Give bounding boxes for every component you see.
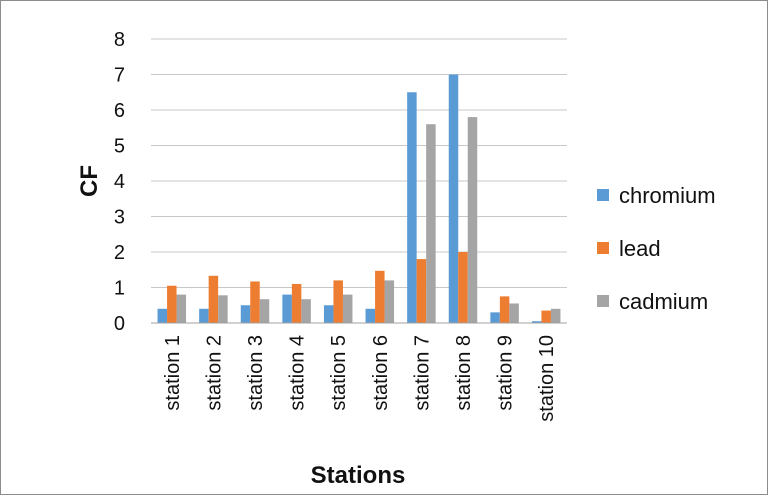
y-axis-title: CF [76,165,103,197]
bar-lead-9 [499,296,510,323]
bar-lead-3 [250,281,260,323]
legend-label-chromium: chromium [619,183,716,208]
y-tick-label: 0 [114,313,125,335]
x-tick-label: station 2 [203,335,225,411]
bar-chromium-1 [157,308,168,323]
bar-chromium-2 [199,308,209,323]
gridlines [151,38,567,288]
bar-lead-7 [416,259,427,323]
bar-cadmium-10 [550,308,561,323]
bar-cadmium-2 [218,295,228,323]
bar-chromium-5 [323,305,334,323]
bar-chromium-6 [365,308,376,323]
x-tick-label: station 3 [245,335,267,411]
legend-swatch-lead [597,242,609,254]
x-tick-label: station 8 [453,335,475,411]
legend-label-cadmium: cadmium [619,289,708,314]
x-tick-label: station 10 [536,335,558,422]
bar-chromium-9 [490,312,500,323]
legend-label-lead: lead [619,236,661,261]
bar-cadmium-9 [509,303,519,323]
bar-cadmium-4 [301,299,311,323]
y-tick-label: 6 [114,100,125,122]
y-tick-label: 8 [114,29,125,51]
x-tick-label: station 4 [287,335,309,411]
bar-chromium-3 [240,305,251,323]
bar-lead-8 [458,252,468,323]
legend-swatch-cadmium [597,295,609,307]
y-tick-label: 3 [114,207,125,229]
x-tick-label: station 6 [370,335,392,411]
bar-lead-4 [291,283,302,323]
y-tick-label: 4 [114,171,125,193]
y-tick-label: 7 [114,65,125,87]
bar-cadmium-8 [467,117,478,323]
y-axis-ticks: 0 1 2 3 4 5 6 7 8 [114,29,125,335]
bar-lead-2 [208,275,219,323]
x-tick-label: station 1 [162,335,184,411]
bar-lead-10 [541,310,551,323]
y-tick-label: 2 [114,242,125,264]
x-tick-label: station 9 [495,335,517,411]
bar-lead-5 [333,280,343,323]
bar-cadmium-5 [342,294,353,323]
legend: chromium lead cadmium [597,183,716,314]
bars [157,74,561,323]
x-axis-title: Stations [311,462,406,489]
bar-lead-1 [167,285,177,323]
legend-swatch-chromium [597,189,609,201]
x-axis-ticks: station 1 station 2 station 3 station 4 stat… [162,335,558,422]
bar-chromium-10 [531,321,542,323]
bar-cadmium-7 [426,124,436,323]
bar-cadmium-1 [176,294,187,323]
x-tick-label: station 5 [328,335,350,411]
x-tick-label: station 7 [411,335,433,411]
bar-chromium-7 [407,92,417,323]
bar-cadmium-6 [384,280,395,323]
bar-chromium-4 [282,294,292,323]
y-tick-label: 1 [114,278,125,300]
bar-lead-6 [375,270,385,323]
y-tick-label: 5 [114,136,125,158]
bar-cadmium-3 [259,299,270,323]
bar-chromium-8 [448,74,459,323]
